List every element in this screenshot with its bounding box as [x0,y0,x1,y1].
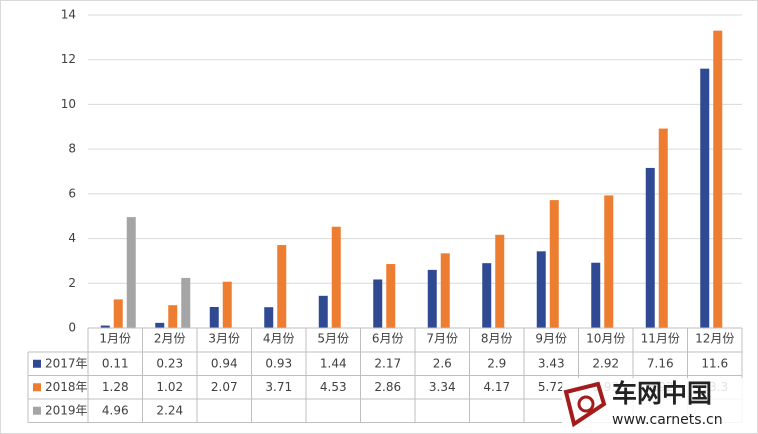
bar [427,269,437,328]
x-tick-label: 8月份 [481,332,513,346]
bar [440,253,450,328]
bar [591,262,601,328]
table-value: 3.34 [429,380,456,394]
bar [209,306,219,328]
y-tick-label: 8 [68,142,76,156]
y-tick-label: 12 [61,52,76,66]
legend-swatch [33,359,41,368]
bar [482,263,492,328]
x-tick-label: 7月份 [426,332,458,346]
table-value: 2.17 [374,356,401,370]
x-tick-label: 12月份 [695,332,734,346]
table-value: 2.24 [156,403,183,417]
x-tick-label: 9月份 [535,332,567,346]
x-tick-label: 6月份 [372,332,404,346]
table-value: 0.23 [156,356,183,370]
table-value: 0.11 [102,356,129,370]
x-tick-label: 5月份 [317,332,349,346]
y-tick-label: 2 [68,276,76,290]
x-tick-label: 4月份 [263,332,295,346]
x-tick-label: 11月份 [641,332,680,346]
table-value: 0.93 [265,356,292,370]
x-tick-label: 10月份 [586,332,625,346]
bar [318,295,328,328]
bar [277,245,287,328]
bar [536,251,546,328]
table-value: 0.94 [211,356,238,370]
legend-label: 2017年 [45,356,88,370]
watermark: 车网中国 www.carnets.cn [562,378,752,428]
bar [373,279,383,328]
table-value: 4.53 [320,380,347,394]
bar [181,277,191,328]
y-tick-label: 0 [68,321,76,335]
table-value: 7.16 [647,356,674,370]
bar [549,200,559,328]
table-value: 4.17 [483,380,510,394]
table-value: 4.96 [102,403,129,417]
bar [700,68,710,329]
bar [126,217,136,328]
bar [168,305,178,328]
legend-swatch [33,383,41,392]
table-value: 2.9 [487,356,506,370]
watermark-logo-dot [577,395,595,413]
table-value: 2.07 [211,380,238,394]
watermark-logo [563,381,607,428]
bar [100,325,110,328]
table-value: 3.43 [538,356,565,370]
y-tick-label: 14 [61,8,76,22]
table-value: 1.44 [320,356,347,370]
bar [658,128,668,328]
y-tick-label: 6 [68,186,76,200]
bar [222,281,232,328]
bar [386,264,396,328]
legend-label: 2019年 [45,403,88,417]
table-value: 1.28 [102,380,129,394]
table-value: 2.92 [592,356,619,370]
x-tick-label: 3月份 [208,332,240,346]
bar [155,322,165,328]
table-value: 2.6 [433,356,452,370]
table-value: 11.6 [701,356,728,370]
bar [331,226,341,328]
table-value: 5.72 [538,380,565,394]
legend-swatch [33,406,41,415]
table-value: 3.71 [265,380,292,394]
bar [495,234,505,328]
y-tick-label: 4 [68,231,76,245]
bar [645,167,655,328]
bar [264,307,274,328]
x-tick-label: 2月份 [154,332,186,346]
table-value: 1.02 [156,380,183,394]
table-value: 2.86 [374,380,401,394]
watermark-url: www.carnets.cn [612,412,723,428]
y-tick-label: 10 [61,97,76,111]
bar [713,30,723,329]
bar [604,195,614,328]
x-tick-label: 1月份 [99,332,131,346]
bar [113,299,123,328]
watermark-title: 车网中国 [612,379,712,408]
legend-label: 2018年 [45,380,88,394]
